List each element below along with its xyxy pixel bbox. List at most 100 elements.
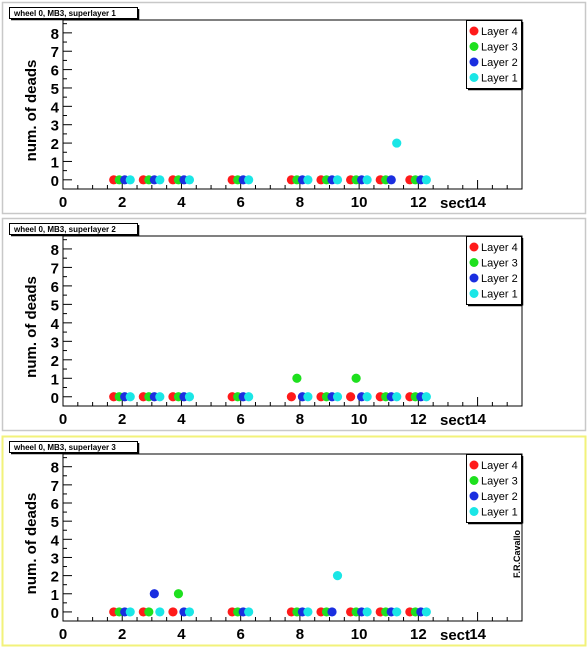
legend-label: Layer 2	[481, 273, 518, 285]
x-tick-label: 10	[351, 626, 368, 643]
data-point	[244, 175, 254, 185]
y-tick-label: 6	[51, 279, 59, 296]
data-point	[125, 607, 135, 617]
y-tick-label: 3	[51, 550, 59, 567]
x-tick-label: 14	[469, 194, 486, 211]
y-tick-label: 2	[51, 353, 59, 370]
data-point	[392, 607, 402, 617]
legend-label: Layer 4	[481, 242, 518, 254]
legend-label: Layer 1	[481, 73, 518, 85]
x-tick-label: 2	[118, 626, 126, 643]
x-tick-label: 6	[237, 194, 245, 211]
x-tick-label: 12	[410, 411, 427, 428]
y-tick-label: 8	[51, 242, 59, 259]
data-point	[144, 607, 154, 617]
x-tick-label: 0	[59, 626, 67, 643]
x-tick-label: 8	[296, 411, 304, 428]
y-tick-label: 7	[51, 260, 59, 277]
legend-label: Layer 3	[481, 476, 518, 488]
x-tick-label: 10	[351, 411, 368, 428]
legend-marker	[469, 57, 479, 67]
legend-marker	[469, 460, 479, 470]
data-point	[286, 392, 297, 402]
x-tick-label: 14	[469, 626, 486, 643]
data-point	[392, 138, 402, 148]
y-tick-label: 1	[51, 154, 59, 171]
data-point	[362, 175, 372, 185]
y-tick-label: 1	[51, 587, 59, 604]
x-tick-label: 10	[351, 194, 368, 211]
legend-marker	[469, 258, 479, 267]
data-point	[421, 392, 431, 402]
y-tick-label: 6	[51, 496, 59, 513]
data-point	[155, 607, 165, 617]
chart-title: wheel 0, MB3, superlayer 1	[13, 9, 116, 18]
legend-marker	[469, 491, 479, 501]
data-point	[351, 373, 361, 383]
data-point	[244, 607, 254, 617]
data-point	[327, 607, 337, 617]
x-axis-label: sect	[440, 627, 470, 644]
x-tick-label: 0	[59, 194, 67, 211]
data-point	[125, 175, 135, 185]
data-point	[184, 607, 195, 617]
plot-frame	[62, 19, 523, 190]
data-point	[155, 392, 165, 402]
y-tick-label: 4	[51, 99, 60, 116]
y-tick-label: 0	[51, 390, 59, 407]
legend-label: Layer 3	[481, 258, 518, 270]
plot-frame	[62, 453, 523, 622]
data-point	[303, 607, 313, 617]
y-tick-label: 8	[51, 26, 59, 43]
legend-marker	[469, 26, 479, 36]
data-point	[346, 392, 356, 402]
x-tick-label: 14	[469, 411, 486, 428]
data-point	[184, 392, 195, 402]
legend-label: Layer 4	[481, 460, 518, 472]
data-point	[173, 589, 184, 599]
x-tick-label: 4	[177, 194, 186, 211]
x-tick-label: 12	[410, 194, 427, 211]
legend-marker	[469, 507, 479, 516]
x-tick-label: 2	[118, 194, 126, 211]
y-tick-label: 2	[51, 569, 59, 586]
legend-label: Layer 2	[481, 491, 518, 503]
legend-label: Layer 1	[481, 289, 518, 301]
data-point	[386, 175, 396, 185]
x-tick-label: 4	[177, 626, 186, 643]
y-tick-label: 3	[51, 334, 59, 351]
x-tick-label: 6	[237, 626, 245, 643]
chart-title: wheel 0, MB3, superlayer 2	[13, 225, 116, 234]
y-tick-label: 5	[51, 81, 59, 98]
data-point	[332, 392, 343, 402]
data-point	[125, 392, 135, 402]
y-tick-label: 5	[51, 514, 59, 531]
y-tick-label: 0	[51, 173, 59, 190]
legend-label: Layer 4	[481, 26, 518, 38]
y-tick-label: 7	[51, 44, 59, 61]
y-tick-label: 4	[51, 532, 60, 549]
y-axis-label: num. of deads	[23, 60, 40, 162]
x-tick-label: 0	[59, 411, 67, 428]
data-point	[421, 607, 431, 617]
y-tick-label: 7	[51, 478, 59, 495]
title-box	[9, 223, 138, 235]
y-tick-label: 2	[51, 136, 59, 153]
y-tick-label: 0	[51, 605, 59, 622]
data-point	[292, 373, 302, 383]
legend-label: Layer 2	[481, 57, 518, 69]
data-point	[184, 175, 195, 185]
x-tick-label: 12	[410, 626, 427, 643]
x-axis-label: sect	[440, 195, 470, 212]
data-point	[332, 175, 343, 185]
y-tick-label: 3	[51, 118, 59, 135]
legend-marker	[469, 273, 479, 283]
data-point	[332, 571, 343, 581]
data-point	[362, 607, 372, 617]
legend-marker	[469, 73, 479, 82]
data-point	[421, 175, 431, 185]
data-point	[155, 175, 165, 185]
